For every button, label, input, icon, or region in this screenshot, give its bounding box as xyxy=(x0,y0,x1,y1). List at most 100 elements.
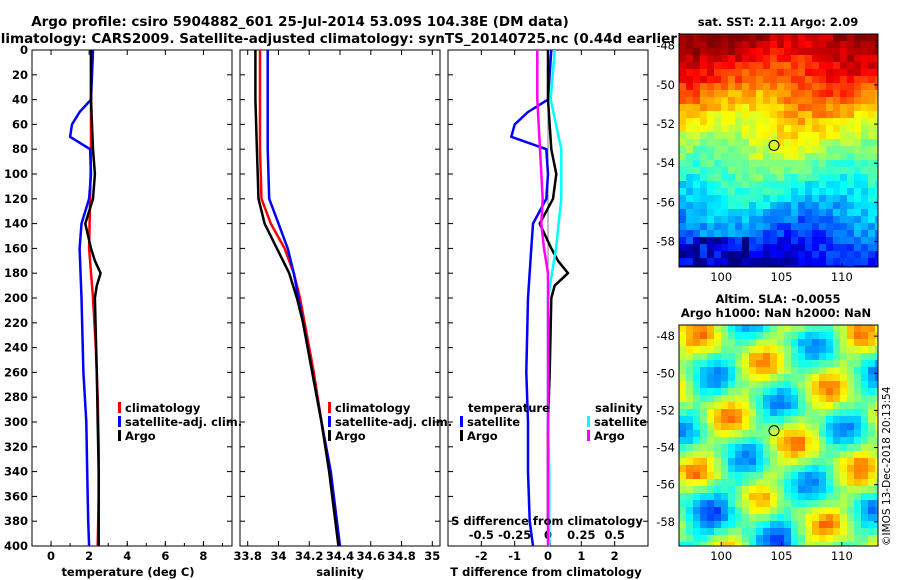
sst-cell xyxy=(700,160,708,168)
sst-cell xyxy=(700,146,708,154)
sla-cell xyxy=(791,528,799,536)
sst-cell xyxy=(819,118,827,126)
sst-cell xyxy=(707,97,715,105)
sla-cell xyxy=(728,409,736,417)
sst-cell xyxy=(693,69,701,77)
sst-cell xyxy=(728,118,736,126)
sla-cell xyxy=(826,381,834,389)
sst-cell xyxy=(721,118,729,126)
sla-cell xyxy=(707,381,715,389)
sst-cell xyxy=(875,181,878,189)
sst-cell xyxy=(721,153,729,161)
sst-cell xyxy=(693,139,701,147)
sla-cell xyxy=(693,423,701,431)
sla-cell xyxy=(728,353,736,361)
sst-cell xyxy=(840,251,848,259)
sla-cell xyxy=(693,437,701,445)
sla-cell xyxy=(868,353,876,361)
sla-cell xyxy=(826,437,834,445)
sst-cell xyxy=(840,258,848,266)
sst-cell xyxy=(868,230,876,238)
sla-cell xyxy=(819,493,827,501)
sst-cell xyxy=(854,125,862,133)
legend-swatch-t-argo xyxy=(460,430,463,441)
sst-cell xyxy=(756,76,764,84)
sla-cell xyxy=(784,437,792,445)
sla-cell xyxy=(840,458,848,466)
sst-cell xyxy=(735,132,743,140)
sst-cell xyxy=(728,265,736,267)
sla-cell xyxy=(693,528,701,536)
sst-cell xyxy=(833,69,841,77)
sst-cell xyxy=(854,258,862,266)
sla-cell xyxy=(840,451,848,459)
series-line-satellite-adj-clim- xyxy=(68,50,95,546)
sst-cell xyxy=(728,188,736,196)
sla-cell xyxy=(875,423,878,431)
sla-cell xyxy=(875,535,878,543)
sst-cell xyxy=(875,146,878,154)
sla-cell xyxy=(770,346,778,354)
sst-cell xyxy=(700,118,708,126)
sla-cell xyxy=(714,500,722,508)
sla-cell xyxy=(721,472,729,480)
sst-cell xyxy=(735,244,743,252)
sla-cell xyxy=(777,402,785,410)
sla-cell xyxy=(777,353,785,361)
sst-cell xyxy=(700,97,708,105)
sla-cell xyxy=(693,430,701,438)
sst-cell xyxy=(833,97,841,105)
sst-cell xyxy=(686,34,694,42)
legend-swatch-argo xyxy=(328,430,331,441)
sst-cell xyxy=(777,83,785,91)
sst-cell xyxy=(875,216,878,224)
sla-cell xyxy=(756,388,764,396)
sst-cell xyxy=(686,76,694,84)
sst-cell xyxy=(854,41,862,49)
sst-cell xyxy=(735,48,743,56)
legend-title-salinity: salinity xyxy=(595,401,643,415)
sst-cell xyxy=(777,34,785,42)
sla-cell xyxy=(826,500,834,508)
sla-cell xyxy=(840,395,848,403)
sla-cell xyxy=(798,416,806,424)
sla-cell xyxy=(875,507,878,515)
sla-cell xyxy=(777,374,785,382)
sla-cell xyxy=(749,451,757,459)
sst-cell xyxy=(868,223,876,231)
sla-cell xyxy=(868,514,876,522)
sla-cell xyxy=(833,360,841,368)
sst-cell xyxy=(735,69,743,77)
sst-cell xyxy=(868,118,876,126)
sst-cell xyxy=(735,125,743,133)
sst-cell xyxy=(805,69,813,77)
sla-cell xyxy=(812,528,820,536)
sst-cell xyxy=(854,265,862,267)
sst-cell xyxy=(861,139,869,147)
sst-cell xyxy=(700,132,708,140)
sla-cell xyxy=(721,346,729,354)
sla-cell xyxy=(735,507,743,515)
sla-cell xyxy=(798,542,806,546)
sla-cell xyxy=(770,500,778,508)
sst-cell xyxy=(728,90,736,98)
sst-cell xyxy=(861,265,869,267)
sst-cell xyxy=(763,244,771,252)
sla-cell xyxy=(791,367,799,375)
sla-cell xyxy=(868,486,876,494)
sla-cell xyxy=(707,437,715,445)
sst-cell xyxy=(819,216,827,224)
sst-cell xyxy=(819,62,827,70)
sst-cell xyxy=(812,69,820,77)
sst-cell xyxy=(854,48,862,56)
sla-cell xyxy=(742,528,750,536)
sst-cell xyxy=(742,244,750,252)
sla-cell xyxy=(679,493,687,501)
sst-cell xyxy=(700,181,708,189)
sst-cell xyxy=(812,125,820,133)
sla-cell xyxy=(763,465,771,473)
sla-cell xyxy=(791,409,799,417)
sla-cell xyxy=(679,437,687,445)
x-tick-label: 34.6 xyxy=(357,549,385,563)
sst-cell xyxy=(819,237,827,245)
